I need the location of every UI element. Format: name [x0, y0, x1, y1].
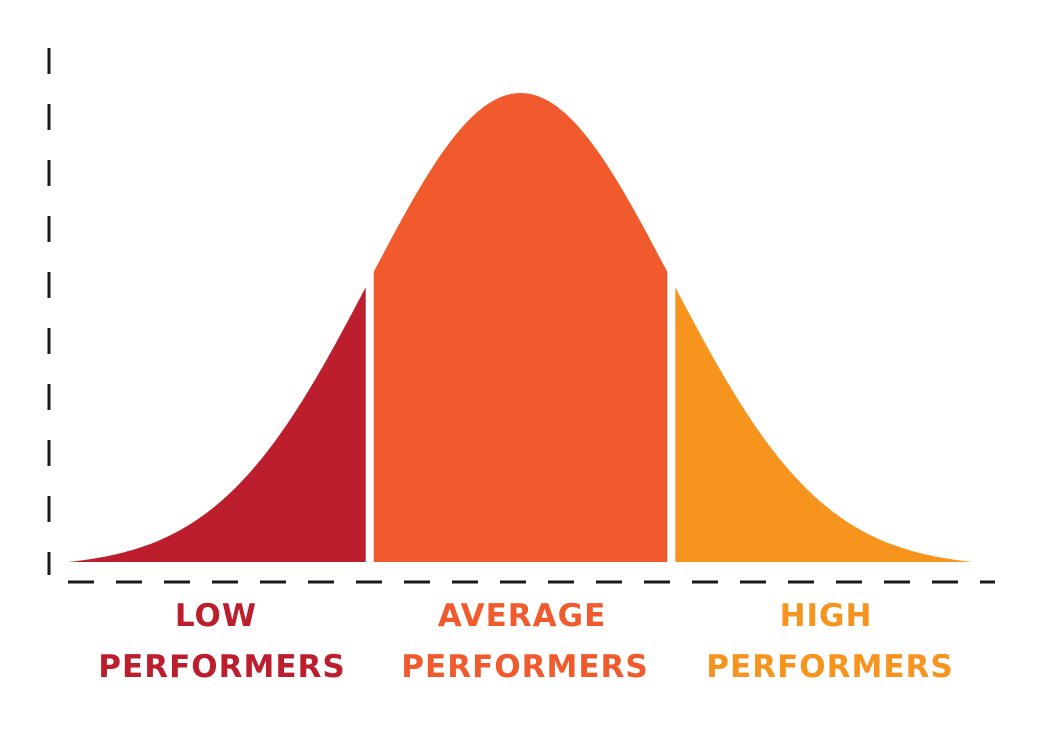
label-high-line1: HIGH: [780, 598, 873, 634]
label-average-line1: AVERAGE: [438, 598, 607, 634]
area-low-performers: [68, 287, 366, 562]
area-average-performers: [373, 93, 668, 562]
area-high-performers: [675, 287, 973, 562]
label-average-line2: PERFORMERS: [401, 649, 648, 685]
label-low-line2: PERFORMERS: [98, 649, 345, 685]
label-high-line2: PERFORMERS: [706, 649, 953, 685]
label-low-line1: LOW: [175, 598, 257, 634]
